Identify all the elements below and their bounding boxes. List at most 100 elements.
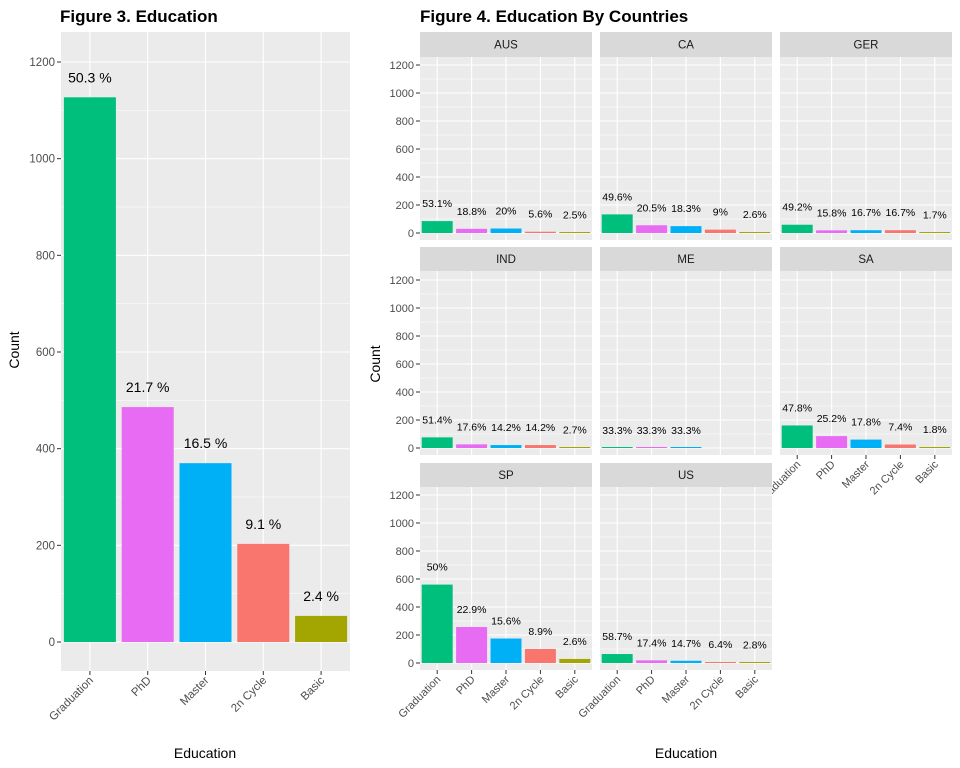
facet-ger-bar-graduation	[781, 224, 813, 233]
figure4-faceted-bar-chart: AUS 0 200 400 600 800 1000 1200 53.1% 18.8% 20% 5.6…	[390, 32, 952, 721]
facet-strip-sa	[780, 247, 952, 271]
facet-sp-bar-label-phd: 22.9%	[457, 604, 487, 616]
facet-y-tick-label: 600	[396, 144, 414, 156]
facet-y-tick-label: 200	[396, 415, 414, 427]
facet-sp-bar-label-master: 15.6%	[491, 616, 521, 628]
facet-ca-bar-label-basic: 2.6%	[743, 209, 767, 221]
facet-x-tick-label-master: Master	[840, 458, 872, 490]
figure3-bar-label-basic: 2.4 %	[303, 588, 339, 604]
figure4-x-axis-title: Education	[655, 745, 717, 761]
figure3-bar-graduation	[63, 97, 116, 643]
facet-ca-bar-label-phd: 20.5%	[637, 202, 667, 214]
figure3-y-tick-label: 800	[36, 250, 55, 262]
figure3-bar-label-graduation: 50.3 %	[68, 69, 112, 85]
figure3-bar-chart: 0 200 400 600 800 1000 1200 50.3 % Graduation 21.…	[29, 32, 350, 723]
facet-sp-bar-2n-cycle	[524, 649, 556, 663]
figure3-bar-label-2n-cycle: 9.1 %	[245, 516, 281, 532]
facet-us-bar-phd	[636, 660, 668, 663]
facet-x-tick-label-graduation: Graduation	[396, 674, 443, 721]
facet-x-tick-label-2n-cycle: 2n Cycle	[868, 459, 907, 498]
figure3-x-tick-label-2n-cycle: 2n Cycle	[229, 675, 269, 715]
facet-sa-bar-label-graduation: 47.8%	[782, 402, 812, 414]
facet-sa-bar-label-master: 17.8%	[851, 417, 881, 429]
facet-us-bar-master	[670, 660, 702, 663]
facet-sa-bar-2n-cycle	[884, 444, 916, 448]
facet-sp-bar-basic	[559, 658, 591, 663]
facet-ca-bar-label-2n-cycle: 9%	[713, 207, 728, 219]
facet-ger-bar-basic	[919, 232, 951, 233]
figure3-bar-basic	[295, 615, 348, 642]
facet-y-tick-label: 0	[408, 658, 414, 670]
facet-us-bar-label-master: 14.7%	[671, 638, 701, 650]
facet-ca-bar-2n-cycle	[704, 229, 736, 233]
facet-strip-label-sp: SP	[498, 470, 514, 482]
facet-strip-label-us: US	[678, 470, 694, 482]
facet-us-bar-graduation	[601, 654, 633, 663]
facet-me-bar-graduation	[601, 447, 633, 448]
facet-strip-ca	[600, 32, 772, 57]
figure3-y-tick-label: 0	[49, 637, 55, 649]
facet-ger-bar-label-2n-cycle: 16.7%	[886, 207, 916, 219]
figure3-title: Figure 3. Education	[60, 7, 218, 26]
facet-x-tick-label-phd: PhD	[634, 674, 658, 698]
facet-ind-bar-label-basic: 2.7%	[563, 424, 587, 436]
facet-x-tick-label-phd: PhD	[454, 674, 478, 698]
facet-ger-bar-label-phd: 15.8%	[817, 207, 847, 219]
facet-us-bar-2n-cycle	[704, 662, 736, 663]
facet-sp-bar-graduation	[421, 584, 453, 663]
facet-y-tick-label: 600	[396, 359, 414, 371]
facet-y-tick-label: 200	[396, 630, 414, 642]
facet-x-tick-label-graduation: Graduation	[576, 674, 623, 721]
facet-y-tick-label: 1000	[390, 518, 414, 530]
facet-us-bar-basic	[739, 662, 771, 663]
facet-ind-bar-label-2n-cycle: 14.2%	[526, 422, 556, 434]
facet-us-bar-label-basic: 2.8%	[743, 640, 767, 652]
figure3-bar-label-master: 16.5 %	[184, 435, 228, 451]
facet-y-tick-label: 600	[396, 574, 414, 586]
facet-sa-bar-label-2n-cycle: 7.4%	[888, 422, 912, 434]
facet-me-bar-phd	[636, 447, 668, 448]
facet-ger-bar-label-graduation: 49.2%	[782, 202, 812, 214]
facet-us-bar-label-phd: 17.4%	[637, 637, 667, 649]
facet-ind-bar-2n-cycle	[524, 445, 556, 448]
facet-x-tick-label-phd: PhD	[814, 459, 838, 483]
facet-ind-bar-label-master: 14.2%	[491, 422, 521, 434]
facet-us-bar-label-2n-cycle: 6.4%	[708, 639, 732, 651]
facet-sp-bar-label-graduation: 50%	[427, 562, 448, 574]
facet-strip-ger	[780, 32, 952, 57]
figure3-x-tick-label-master: Master	[178, 675, 211, 708]
facet-strip-label-sa: SA	[858, 254, 874, 266]
facet-strip-ind	[420, 247, 592, 271]
facet-ger-bar-master	[850, 230, 882, 233]
facet-y-tick-label: 400	[396, 387, 414, 399]
figure3-x-tick-label-graduation: Graduation	[47, 675, 96, 724]
facet-ca-bar-label-master: 18.3%	[671, 203, 701, 215]
facet-aus-bar-label-2n-cycle: 5.6%	[528, 209, 552, 221]
facet-aus-bar-label-master: 20%	[495, 206, 516, 218]
facet-ind-bar-phd	[456, 444, 488, 448]
facet-aus-bar-label-phd: 18.8%	[457, 206, 487, 218]
facet-y-tick-label: 800	[396, 546, 414, 558]
facet-us-bar-label-graduation: 58.7%	[602, 631, 632, 643]
facet-strip-label-aus: AUS	[494, 40, 518, 52]
facet-ger-bar-phd	[816, 230, 848, 233]
facet-aus-bar-phd	[456, 228, 488, 233]
facet-aus-bar-label-basic: 2.5%	[563, 209, 587, 221]
facet-aus-bar-2n-cycle	[524, 231, 556, 233]
facet-aus-bar-basic	[559, 232, 591, 233]
facet-me-bar-label-phd: 33.3%	[637, 425, 667, 437]
facet-y-tick-label: 0	[408, 443, 414, 455]
facet-strip-sp	[420, 463, 592, 487]
facet-strip-label-ind: IND	[496, 254, 516, 266]
facet-strip-label-me: ME	[677, 254, 695, 266]
facet-ca-bar-graduation	[601, 214, 633, 233]
facet-strip-us	[600, 463, 772, 487]
facet-sa-bar-label-basic: 1.8%	[923, 424, 947, 436]
facet-x-tick-label-basic: Basic	[913, 458, 941, 486]
facet-x-tick-label-master: Master	[480, 673, 512, 705]
figure3-bar-master	[179, 463, 232, 642]
facet-ger-bar-label-basic: 1.7%	[923, 210, 947, 222]
facet-ind-bar-label-phd: 17.6%	[457, 421, 487, 433]
facet-y-tick-label: 200	[396, 200, 414, 212]
